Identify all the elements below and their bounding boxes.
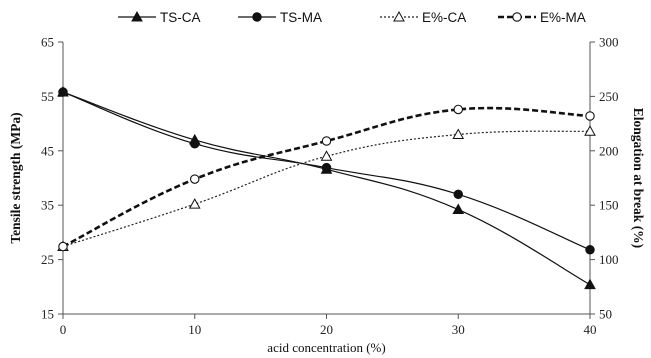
- y-axis-title: Tensile strength (MPa): [8, 112, 23, 243]
- legend-item: E%-MA: [498, 10, 586, 25]
- e-ma-point: [190, 174, 200, 184]
- legend-item: TS-CA: [118, 10, 201, 25]
- ts-ma-point: [585, 245, 595, 255]
- ts-ma-point: [190, 138, 200, 149]
- y2-tick-label: 150: [599, 198, 619, 213]
- y2-tick-label: 300: [599, 35, 619, 50]
- y2-tick-label: 100: [599, 252, 619, 267]
- e-ma-legend-point: [512, 12, 522, 22]
- ts-ma-point: [453, 189, 463, 200]
- ts-ca-point: [584, 278, 596, 290]
- ts-ma-legend-point: [252, 12, 262, 22]
- series-line: [62, 91, 591, 286]
- legend-label: E%-MA: [540, 10, 586, 25]
- x-tick-label: 20: [320, 322, 333, 337]
- y-tick-label: 55: [41, 89, 54, 104]
- legend-item: E%-CA: [380, 10, 466, 25]
- series-e-ma: [58, 104, 595, 252]
- series-line: [62, 130, 591, 248]
- axes: 15 25 35 45 55 65 50 100 150 200 250 300 0 10 20 30 40: [41, 35, 619, 338]
- y2-tick-label: 250: [599, 89, 619, 104]
- plot-area: [57, 86, 596, 290]
- ts-ma-point: [321, 162, 332, 173]
- y-tick-label: 25: [41, 252, 54, 267]
- x-tick-label: 30: [452, 322, 465, 337]
- y2-tick-label: 200: [599, 143, 619, 158]
- e-ca-legend-point: [393, 10, 405, 22]
- legend-label: TS-MA: [280, 10, 322, 25]
- legend: TS-CA TS-MA E%-CA E%-MA: [118, 10, 586, 25]
- x-tick-label: 0: [60, 322, 67, 337]
- legend-label: E%-CA: [422, 10, 466, 25]
- e-ma-point: [321, 136, 332, 146]
- e-ca-point: [320, 150, 333, 161]
- e-ma-point: [58, 241, 68, 252]
- y2-axis-title: Elongation at break (%): [631, 108, 646, 248]
- x-tick-label: 10: [188, 322, 201, 337]
- series-ts-ca: [57, 86, 596, 290]
- y-tick-label: 35: [41, 198, 54, 213]
- e-ca-point: [584, 125, 596, 136]
- series-line: [62, 106, 591, 248]
- e-ca-point: [188, 198, 201, 209]
- y-tick-label: 15: [41, 307, 54, 322]
- e-ma-point: [453, 104, 463, 115]
- y-tick-label: 65: [41, 35, 54, 50]
- e-ma-point: [585, 111, 595, 121]
- x-axis-title: acid concentration (%): [267, 340, 385, 355]
- ts-ca-point: [452, 203, 465, 215]
- legend-item: TS-MA: [238, 10, 322, 25]
- ts-ma-point: [58, 87, 68, 97]
- e-ca-point: [452, 128, 465, 139]
- legend-label: TS-CA: [160, 10, 201, 25]
- x-tick-label: 40: [584, 322, 597, 337]
- y2-tick-label: 50: [599, 307, 612, 322]
- ts-ca-legend-point: [131, 10, 143, 22]
- y-tick-label: 45: [41, 143, 54, 158]
- series-ts-ma: [58, 87, 595, 255]
